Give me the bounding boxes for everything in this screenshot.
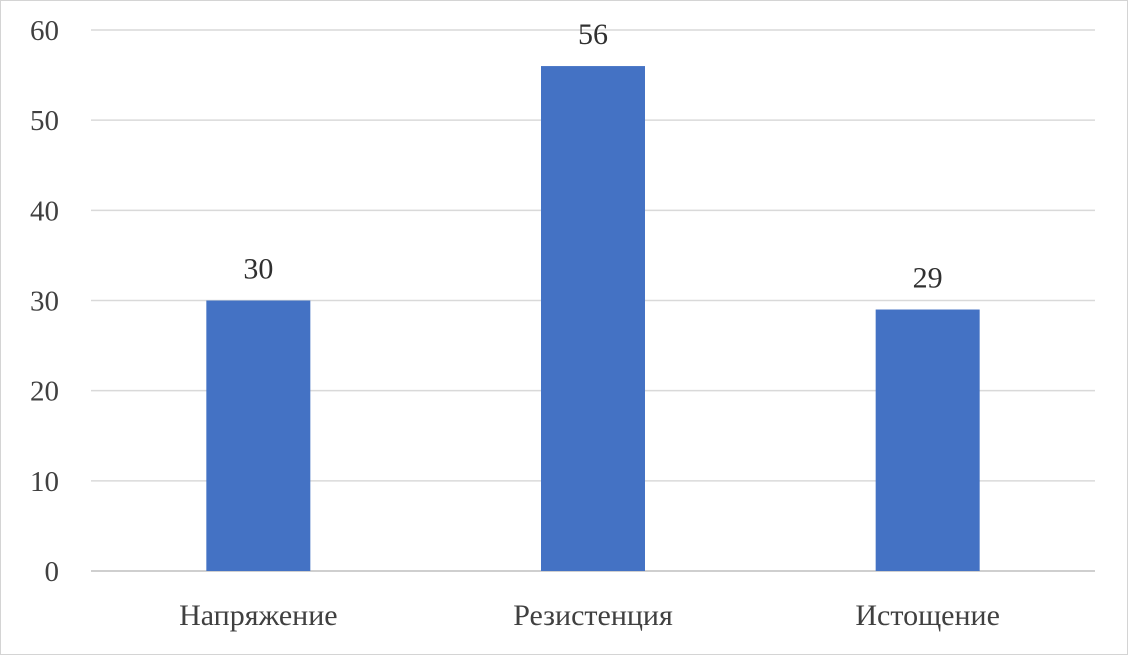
data-label: 30 [243, 253, 273, 286]
bars [206, 66, 980, 572]
y-tick-label: 20 [30, 376, 59, 408]
data-label: 29 [913, 262, 943, 295]
y-tick-label: 30 [30, 286, 59, 318]
y-tick-label: 0 [45, 556, 60, 588]
category-label: Истощение [855, 599, 1000, 632]
y-tick-label: 60 [30, 15, 59, 47]
y-tick-label: 40 [30, 195, 59, 227]
y-tick-label: 50 [30, 105, 59, 137]
y-axis-ticks: 0 10 20 30 40 50 60 [30, 15, 59, 588]
bar-2 [541, 66, 645, 572]
x-axis-categories: Напряжение Резистенция Истощение [179, 599, 1000, 632]
data-labels: 30 56 29 [243, 18, 942, 294]
data-label: 56 [578, 18, 608, 51]
bar-1 [206, 300, 311, 571]
category-label: Напряжение [179, 599, 338, 632]
y-tick-label: 10 [30, 466, 59, 498]
category-label: Резистенция [513, 599, 673, 632]
bar-3 [875, 309, 980, 571]
